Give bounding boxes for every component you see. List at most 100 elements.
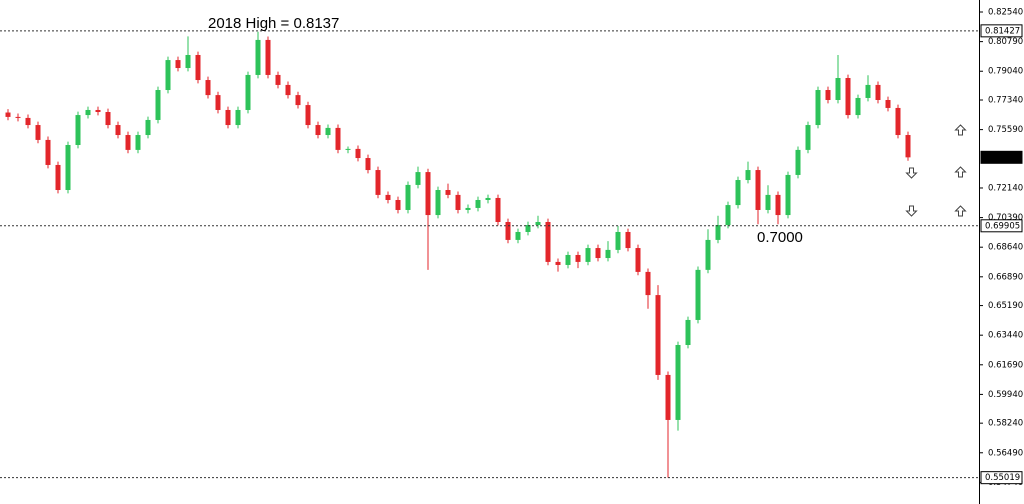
candle-body [345,148,351,150]
candle-body [355,148,361,159]
candle-body [5,112,11,117]
candle-body [395,199,401,210]
candle-body [425,172,431,216]
y-tick-label: 0.58240 [988,419,1023,429]
candle-body [665,374,671,420]
candle-body [535,221,541,226]
candle-body [795,149,801,175]
candle-body [185,54,191,69]
candle-body [705,239,711,270]
y-tick-label: 0.80790 [988,37,1023,47]
candle-body [745,170,751,181]
candle-body [545,221,551,262]
candle-body [65,145,71,191]
candle-body [145,119,151,136]
candle-body [485,197,491,200]
candle-body [775,194,781,216]
price-box [980,471,1023,485]
candle-body [675,344,681,420]
candle-body [455,194,461,210]
candle-body [605,249,611,259]
candle-body [735,180,741,206]
candle-body [115,125,121,136]
candle-body [885,99,891,108]
y-tick-label: 0.59940 [988,390,1023,400]
candle-body [165,60,171,91]
annotation: 0.7000 [757,229,803,246]
candle-body [375,170,381,195]
candle-body [905,135,911,158]
candle-body [765,194,771,210]
candle-body [405,184,411,210]
candle-body [285,84,291,96]
candle-body [895,107,901,136]
up-arrow [954,124,967,136]
candle-body [295,95,301,106]
y-tick-label: 0.75590 [988,125,1023,135]
y-tick-label: 0.77340 [988,95,1023,105]
candle-body [205,80,211,96]
candle-body [75,115,81,146]
candle-body [385,194,391,200]
candle-body [575,254,581,262]
candle-body [85,109,91,116]
candle-body [435,190,441,216]
candle-body [95,109,101,113]
candle-body [225,109,231,126]
price-axis: 0.82540 0.80790 0.79040 0.77340 0.75590 0.721… [979,8,1023,488]
candle-body [245,74,251,110]
y-tick-label: 0.79040 [988,67,1023,77]
candle-body [255,39,261,75]
candle-body [655,295,661,375]
plot-area [0,30,979,479]
candle-body [125,135,131,150]
candle-body [515,231,521,240]
candle-body [505,221,511,240]
price-label: 0.73953 [985,153,1020,163]
down-arrow [905,205,918,217]
candle-body [755,170,761,210]
candle-body [685,319,691,345]
candle-body [625,231,631,249]
candle-body [725,205,731,226]
candle-body [475,199,481,208]
candle-body [265,39,271,75]
price-label: 0.69905 [985,221,1020,231]
candle-body [175,60,181,69]
price-label: 0.81427 [985,26,1020,36]
candle-body [25,117,31,126]
candle-body [875,84,881,100]
candle-body [325,127,331,136]
candle-body [45,139,51,165]
y-tick-label: 0.70390 [988,213,1023,223]
candle-body [865,84,871,98]
price-box [980,150,1023,164]
candle-body [135,135,141,150]
candle-body [635,248,641,272]
candle-body [335,127,341,150]
candle-body [275,74,281,85]
price-box [980,24,1023,38]
candle-body [15,116,21,118]
signal-arrows [905,124,967,217]
candle-body [815,90,821,126]
candle-body [305,105,311,126]
candle-body [525,225,531,232]
candle-body [825,90,831,100]
candle-body [805,125,811,150]
candle-body [785,174,791,216]
y-tick-label: 0.61690 [988,360,1023,370]
candle-body [615,231,621,250]
candle-body [445,190,451,195]
candle-body [585,248,591,262]
candle-body [415,172,421,185]
candle-body [465,207,471,210]
candle-body [845,78,851,116]
candle-body [315,125,321,136]
candle-body [155,90,161,120]
y-tick-label: 0.72140 [988,183,1023,193]
candle-body [855,97,861,116]
